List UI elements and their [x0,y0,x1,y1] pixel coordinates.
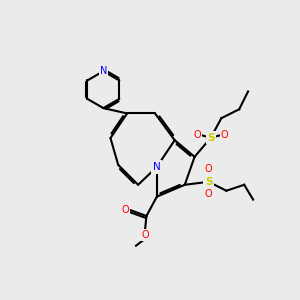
Text: O: O [141,230,149,240]
Text: S: S [207,133,215,142]
Text: N: N [153,162,161,172]
Text: O: O [205,189,212,199]
Text: O: O [220,130,228,140]
Text: N: N [100,66,107,76]
Text: O: O [122,205,129,215]
Text: O: O [194,130,201,140]
Text: O: O [205,164,212,174]
Text: S: S [205,177,212,187]
